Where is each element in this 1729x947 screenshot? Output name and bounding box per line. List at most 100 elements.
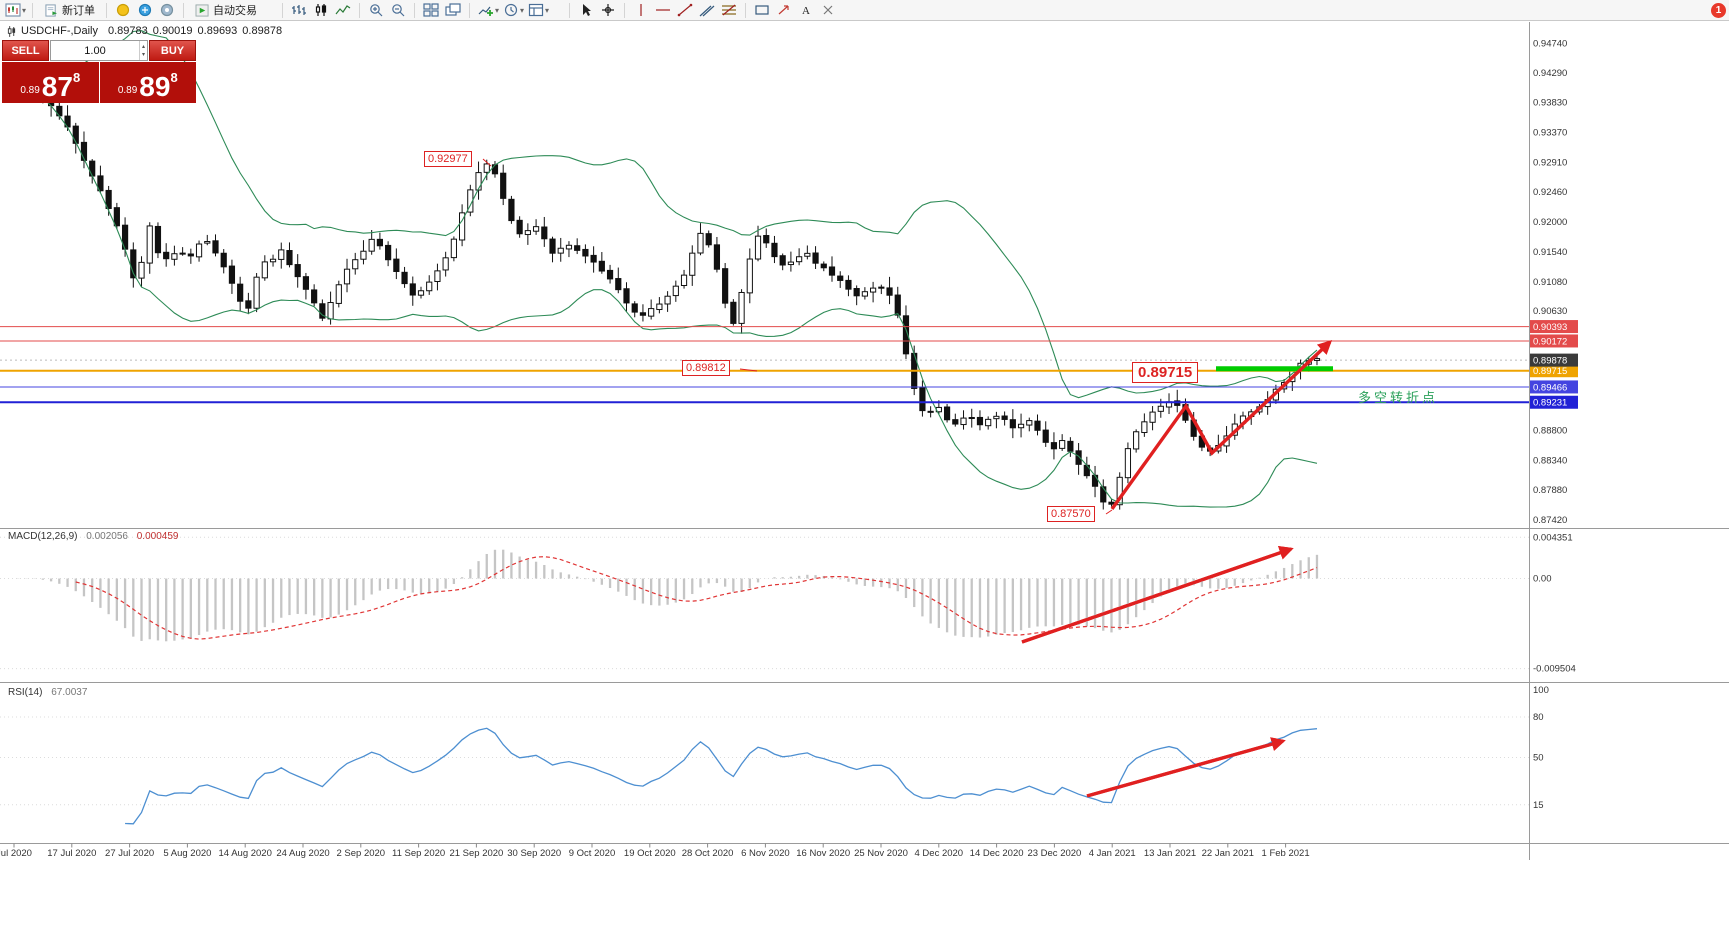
channel-tool-icon[interactable]: [697, 1, 717, 19]
rsi-trend-arrow[interactable]: [1086, 737, 1286, 798]
sell-price-prefix: 0.89: [20, 85, 40, 96]
svg-text:4 Dec 2020: 4 Dec 2020: [915, 848, 964, 859]
sell-price-big: 87: [41, 71, 73, 102]
toolbar-separator: [106, 2, 108, 18]
buy-button[interactable]: BUY: [149, 40, 196, 61]
chart-dropdown-caret[interactable]: ▾: [22, 5, 27, 15]
line-chart-mode-icon[interactable]: [333, 1, 353, 19]
community-icon[interactable]: [135, 1, 155, 19]
svg-text:11 Sep 2020: 11 Sep 2020: [392, 848, 445, 859]
time-axis: Jul 2020 17 Jul 2020 27 Jul 2020 5 Aug 2020…: [0, 843, 1310, 859]
rsi-panel: 100 80 50 15: [0, 685, 1549, 825]
buy-price-prefix: 0.89: [117, 85, 138, 96]
toolbar-separator: [359, 2, 361, 18]
svg-text:17 Jul 2020: 17 Jul 2020: [47, 848, 96, 859]
lot-step-down-icon[interactable]: ▾: [141, 51, 145, 58]
svg-text:0.87420: 0.87420: [1533, 515, 1567, 526]
favorites-icon[interactable]: [113, 1, 133, 19]
delete-object-icon[interactable]: [818, 1, 838, 19]
sell-button[interactable]: SELL: [2, 40, 49, 61]
indicators-caret[interactable]: ▾: [495, 5, 500, 15]
toolbar-separator: [569, 2, 571, 18]
svg-text:0.92000: 0.92000: [1533, 217, 1567, 228]
price-callout[interactable]: 0.89715: [1132, 362, 1199, 383]
price-callout[interactable]: 0.92977: [424, 151, 472, 167]
sell-price-display[interactable]: 0.89 87 8: [2, 62, 99, 103]
horizontal-line-tool-icon[interactable]: [653, 1, 673, 19]
price-callout[interactable]: 0.89812: [682, 360, 730, 376]
svg-text:A: A: [802, 5, 810, 17]
tile-windows-icon[interactable]: [421, 1, 441, 19]
template-caret[interactable]: ▾: [545, 5, 550, 15]
notification-badge[interactable]: 1: [1711, 3, 1726, 18]
arrows-tool-icon[interactable]: [774, 1, 794, 19]
svg-text:0.00: 0.00: [1533, 574, 1552, 585]
symbol-period-label: USDCHF-,Daily: [21, 25, 98, 37]
drawing-objects[interactable]: [482, 158, 1333, 798]
help-icon[interactable]: [157, 1, 177, 19]
svg-text:16 Nov 2020: 16 Nov 2020: [796, 848, 850, 859]
svg-text:23 Dec 2020: 23 Dec 2020: [1027, 848, 1081, 859]
price-axis: 0.94740 0.94290 0.93830 0.93370 0.92910 0.924…: [1530, 38, 1578, 526]
toolbar-separator: [414, 2, 416, 18]
macd-panel: 0.004351 0.00 -0.009504: [0, 532, 1576, 675]
indicators-icon[interactable]: [476, 1, 496, 19]
ohlc-readout: 0.89783 0.90019 0.89693 0.89878: [103, 25, 282, 37]
svg-text:0.93370: 0.93370: [1533, 128, 1567, 139]
svg-text:13 Jan 2021: 13 Jan 2021: [1144, 848, 1196, 859]
zoom-out-icon[interactable]: [388, 1, 408, 19]
svg-text:22 Jan 2021: 22 Jan 2021: [1202, 848, 1254, 859]
svg-text:0.89878: 0.89878: [1533, 356, 1567, 367]
candlestick-series: [6, 70, 1321, 510]
price-callout[interactable]: 0.87570: [1047, 506, 1095, 522]
trendline-tool-icon[interactable]: [675, 1, 695, 19]
text-tool-icon[interactable]: A: [796, 1, 816, 19]
new-order-button[interactable]: 新订单: [39, 1, 100, 19]
svg-text:0.91080: 0.91080: [1533, 277, 1567, 288]
svg-text:15: 15: [1533, 800, 1544, 811]
buy-price-big: 89: [139, 71, 171, 102]
svg-text:0.88800: 0.88800: [1533, 425, 1567, 436]
lot-size-input[interactable]: 1.00 ▴ ▾: [50, 40, 148, 61]
lot-step-up-icon[interactable]: ▴: [141, 43, 145, 50]
crosshair-icon[interactable]: [598, 1, 618, 19]
zoom-in-icon[interactable]: [366, 1, 386, 19]
svg-text:6 Nov 2020: 6 Nov 2020: [741, 848, 790, 859]
bar-chart-mode-icon[interactable]: [289, 1, 309, 19]
candlestick-mode-icon[interactable]: [311, 1, 331, 19]
svg-text:0.89231: 0.89231: [1533, 398, 1567, 409]
svg-text:27 Jul 2020: 27 Jul 2020: [105, 848, 154, 859]
shapes-tool-icon[interactable]: [752, 1, 772, 19]
fibonacci-tool-icon[interactable]: [719, 1, 739, 19]
svg-text:14 Dec 2020: 14 Dec 2020: [970, 848, 1024, 859]
period-caret[interactable]: ▾: [520, 5, 525, 15]
svg-text:19 Oct 2020: 19 Oct 2020: [624, 848, 676, 859]
svg-text:0.88340: 0.88340: [1533, 455, 1567, 466]
svg-text:0.94740: 0.94740: [1533, 38, 1567, 49]
autotrade-button[interactable]: 自动交易: [190, 1, 262, 19]
template-icon[interactable]: [526, 1, 546, 19]
vertical-line-tool-icon[interactable]: [631, 1, 651, 19]
svg-text:9 Oct 2020: 9 Oct 2020: [569, 848, 615, 859]
lot-stepper[interactable]: ▴ ▾: [138, 41, 147, 60]
period-icon[interactable]: [501, 1, 521, 19]
chart-title-icon: [7, 25, 16, 37]
cursor-icon[interactable]: [576, 1, 596, 19]
new-chart-icon[interactable]: [3, 1, 23, 19]
svg-text:80: 80: [1533, 712, 1544, 723]
high-value: 0.90019: [152, 25, 193, 37]
toolbar-separator: [469, 2, 471, 18]
svg-text:30 Sep 2020: 30 Sep 2020: [507, 848, 561, 859]
svg-text:0.89715: 0.89715: [1533, 366, 1567, 377]
cascade-windows-icon[interactable]: [443, 1, 463, 19]
svg-text:100: 100: [1533, 685, 1549, 696]
buy-price-display[interactable]: 0.89 89 8: [99, 62, 196, 103]
lot-size-value: 1.00: [84, 44, 106, 57]
turning-point-note[interactable]: 多空转折点: [1358, 390, 1439, 405]
price-level-lines[interactable]: [0, 326, 1529, 404]
rsi-name: RSI(14): [8, 687, 43, 698]
svg-text:0.90393: 0.90393: [1533, 322, 1567, 333]
macd-trend-arrow[interactable]: [1021, 546, 1294, 644]
svg-text:24 Aug 2020: 24 Aug 2020: [276, 848, 329, 859]
